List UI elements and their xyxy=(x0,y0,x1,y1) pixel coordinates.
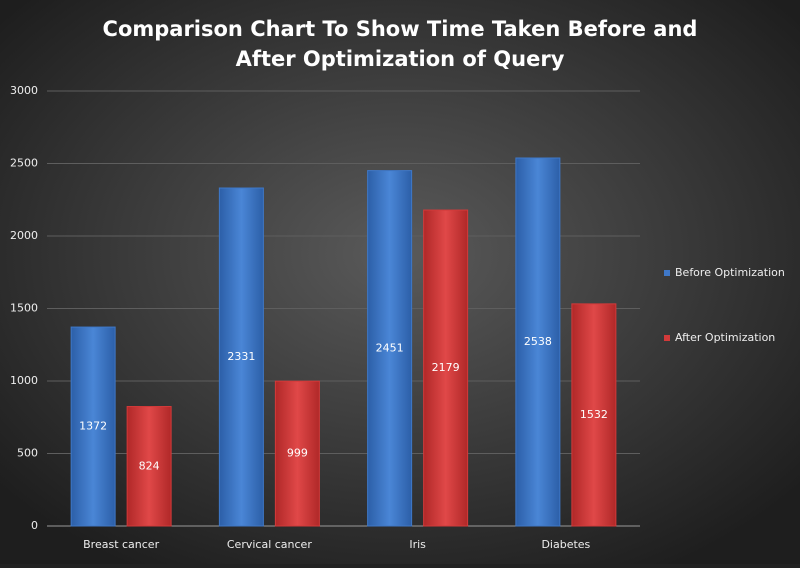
bar xyxy=(274,380,320,527)
bar xyxy=(218,187,264,527)
bar xyxy=(70,326,116,527)
data-label: 999 xyxy=(287,447,308,460)
x-tick-label: Cervical cancer xyxy=(227,538,312,551)
data-label: 2451 xyxy=(376,341,404,354)
bar xyxy=(423,209,469,527)
y-tick-label: 500 xyxy=(17,447,38,460)
chart-title: After Optimization of Query xyxy=(236,47,565,71)
data-label: 2179 xyxy=(432,361,460,374)
y-tick-label: 1000 xyxy=(10,374,38,387)
legend-swatch xyxy=(664,335,670,341)
y-tick-label: 0 xyxy=(31,519,38,532)
chart-title: Comparison Chart To Show Time Taken Befo… xyxy=(103,17,698,41)
legend-label: After Optimization xyxy=(675,331,775,344)
x-tick-label: Breast cancer xyxy=(83,538,159,551)
bar xyxy=(571,303,617,527)
legend-swatch xyxy=(664,270,670,276)
bar xyxy=(515,157,561,527)
data-label: 2331 xyxy=(227,350,255,363)
x-tick-label: Diabetes xyxy=(541,538,590,551)
x-tick-label: Iris xyxy=(409,538,426,551)
legend-label: Before Optimization xyxy=(675,266,785,279)
y-tick-label: 3000 xyxy=(10,84,38,97)
bar xyxy=(367,170,413,527)
y-tick-label: 2000 xyxy=(10,229,38,242)
data-label: 824 xyxy=(139,459,160,472)
data-label: 1372 xyxy=(79,420,107,433)
bar xyxy=(126,406,172,527)
y-tick-label: 2500 xyxy=(10,157,38,170)
data-label: 2538 xyxy=(524,335,552,348)
data-label: 1532 xyxy=(580,408,608,421)
y-tick-label: 1500 xyxy=(10,302,38,315)
